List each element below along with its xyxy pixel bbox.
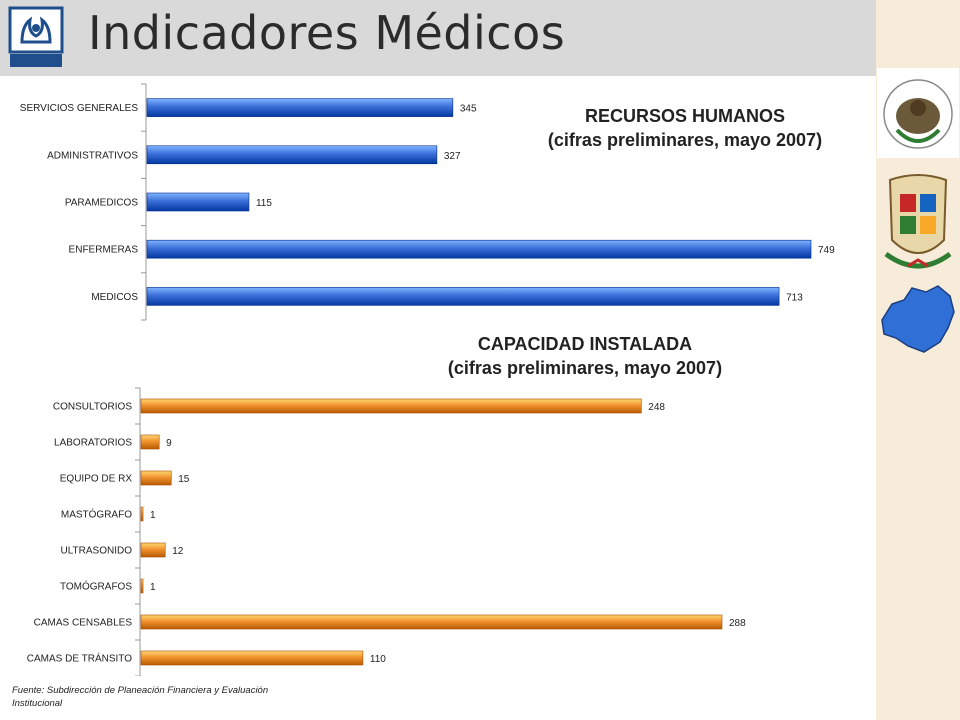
- michoacan-shield-icon: [884, 174, 952, 269]
- data-label: 15: [178, 474, 190, 485]
- category-label: SERVICIOS GENERALES: [20, 103, 139, 114]
- data-label: 110: [370, 654, 386, 665]
- category-label: EQUIPO DE RX: [60, 474, 133, 485]
- data-label: 327: [444, 151, 461, 162]
- issste-logo-icon: [8, 6, 64, 67]
- data-label: 288: [729, 618, 746, 629]
- chart-capacidad-instalada: CONSULTORIOS 248 LABORATORIOS 9 EQUIPO DE RX…: [27, 387, 746, 676]
- chart-title-recursos-humanos: RECURSOS HUMANOS (cifras preliminares, m…: [510, 104, 860, 152]
- category-label: CAMAS CENSABLES: [34, 618, 133, 629]
- bar: [140, 470, 172, 486]
- michoacan-map-icon: [881, 285, 955, 353]
- category-label: CONSULTORIOS: [53, 402, 132, 413]
- category-label: TOMÓGRAFOS: [60, 580, 132, 593]
- data-label: 12: [172, 546, 184, 557]
- bar: [140, 542, 166, 558]
- category-label: MASTÓGRAFO: [61, 508, 132, 521]
- page-title: Indicadores Médicos: [88, 6, 566, 60]
- bar: [140, 398, 642, 414]
- bar: [140, 650, 364, 666]
- category-label: PARAMEDICOS: [65, 198, 138, 209]
- chart-title-line: RECURSOS HUMANOS: [584, 106, 785, 126]
- category-label: CAMAS DE TRÁNSITO: [27, 652, 132, 665]
- data-label: 345: [460, 104, 477, 115]
- data-label: 749: [818, 245, 835, 256]
- chart-title-capacidad-instalada: CAPACIDAD INSTALADA (cifras preliminares…: [410, 332, 760, 380]
- category-label: ULTRASONIDO: [61, 546, 133, 557]
- category-label: ENFERMERAS: [69, 245, 139, 256]
- chart-subtitle-line: (cifras preliminares, mayo 2007): [447, 358, 723, 378]
- data-label: 115: [256, 198, 272, 209]
- category-label: LABORATORIOS: [54, 438, 132, 449]
- bar: [146, 239, 812, 259]
- data-label: 248: [648, 402, 665, 413]
- chart-recursos-humanos: SERVICIOS GENERALES 345 ADMINISTRATIVOS 327…: [20, 83, 835, 321]
- chart-title-line: CAPACIDAD INSTALADA: [477, 334, 693, 354]
- source-footnote: Fuente: Subdirección de Planeación Finan…: [12, 685, 269, 709]
- data-label: 713: [786, 292, 803, 303]
- bar: [140, 578, 144, 594]
- data-label: 9: [166, 438, 172, 449]
- bar: [146, 287, 780, 306]
- bar: [146, 192, 250, 212]
- bar: [140, 506, 144, 522]
- chart-subtitle-line: (cifras preliminares, mayo 2007): [547, 130, 823, 150]
- mexico-coat-of-arms-icon: [877, 68, 959, 158]
- category-label: MEDICOS: [91, 292, 138, 303]
- bar: [140, 434, 160, 450]
- data-label: 1: [150, 582, 156, 593]
- data-label: 1: [150, 510, 156, 521]
- bar: [146, 145, 438, 165]
- bar: [146, 98, 454, 117]
- bar: [140, 614, 723, 630]
- header-bar: Indicadores Médicos: [0, 0, 876, 76]
- category-label: ADMINISTRATIVOS: [47, 150, 138, 161]
